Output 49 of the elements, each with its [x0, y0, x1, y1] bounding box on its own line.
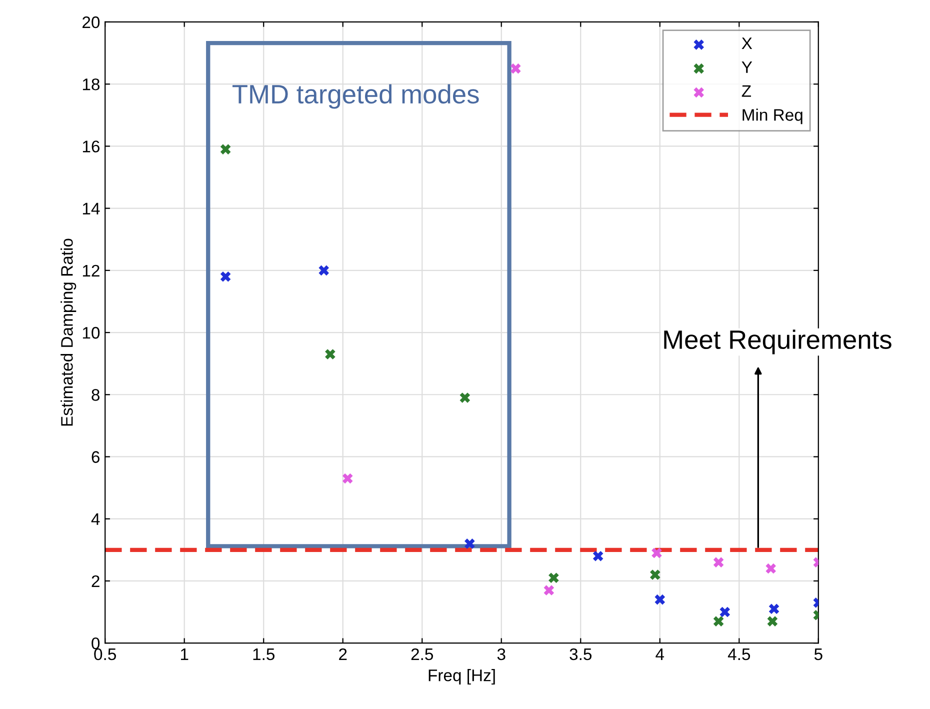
y-axis-title: Estimated Damping Ratio [60, 238, 76, 426]
x-tick-label: 2 [339, 648, 347, 660]
legend-label: Min Req [742, 108, 802, 124]
point [713, 557, 724, 568]
y-tick-label: 18 [82, 78, 100, 90]
y-tick-label: 14 [82, 202, 100, 214]
y-tick-label: 8 [92, 389, 100, 401]
x-axis-title: Freq [Hz] [428, 669, 495, 685]
point [713, 616, 724, 626]
point [767, 616, 778, 626]
point [325, 349, 336, 360]
y-tick-label: 2 [92, 575, 100, 587]
point [768, 604, 780, 614]
point [652, 548, 662, 558]
y-tick-label: 0 [92, 637, 100, 650]
point [766, 563, 776, 574]
y-tick-label: 20 [82, 16, 100, 28]
x-tick-label: 4 [656, 648, 664, 660]
legend-label: X [742, 38, 752, 50]
point [650, 570, 660, 580]
y-tick-label: 4 [91, 513, 100, 525]
legend-label: Z [742, 85, 751, 97]
x-tick-label: 2.5 [411, 648, 434, 660]
y-tick-label: 6 [92, 451, 100, 463]
x-tick-label: 5 [814, 648, 822, 660]
point [460, 392, 470, 403]
x-tick-label: 3 [497, 648, 506, 660]
point [654, 594, 666, 605]
y-tick-label: 16 [82, 140, 100, 152]
y-tick-label: 10 [82, 326, 100, 339]
point [544, 585, 554, 596]
point [510, 63, 521, 74]
annotation: Meet Requirements [664, 330, 892, 354]
x-tick-label: 1.5 [253, 648, 274, 660]
x-tick-label: 0.5 [94, 648, 116, 660]
point [342, 473, 353, 484]
annotation: TMD targeted modes [232, 84, 479, 109]
legend-label: Y [742, 61, 752, 73]
point [720, 606, 730, 618]
point [318, 265, 329, 276]
x-tick-label: 1 [180, 648, 188, 660]
point [464, 538, 475, 549]
x-tick-label: 4.5 [728, 648, 750, 660]
point [548, 572, 559, 583]
x-tick-label: 3.5 [570, 648, 592, 660]
point [220, 271, 231, 282]
y-tick-label: 12 [82, 264, 100, 276]
point [592, 550, 604, 562]
point [220, 144, 231, 154]
